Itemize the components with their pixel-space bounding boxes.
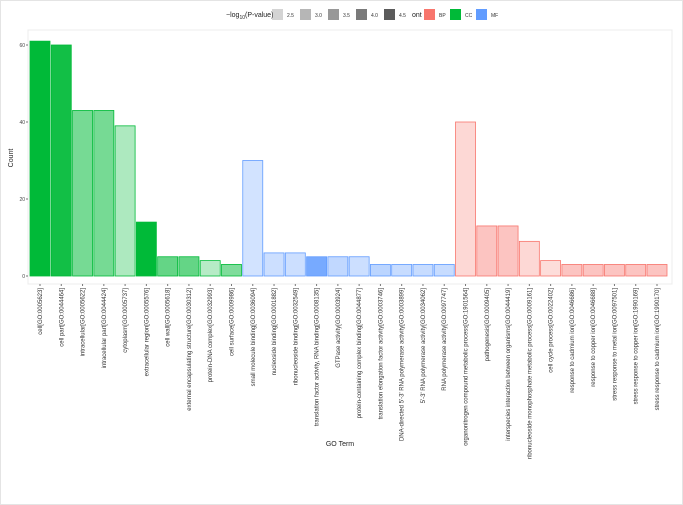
x-tick-label: cytoplasm[GO:0005737] xyxy=(123,288,129,353)
bar xyxy=(625,264,647,277)
x-tick-label: intracellular part[GO:0044424] xyxy=(102,288,108,369)
x-tick-label: GTPase activity[GO:0003924] xyxy=(336,288,342,368)
legend-color-label: BP xyxy=(439,13,446,19)
bar xyxy=(157,256,179,277)
legend-color-label: CC xyxy=(465,13,473,19)
x-tick-label: RNA polymerase activity[GO:0097747] xyxy=(442,288,448,391)
y-tick-label: 20 xyxy=(19,197,25,203)
bar xyxy=(242,160,264,277)
x-tick-label: nucleoside binding[GO:0001882] xyxy=(272,288,278,376)
bar xyxy=(178,256,200,277)
bar xyxy=(348,256,370,277)
bar xyxy=(93,110,115,277)
bar xyxy=(199,260,221,277)
bar xyxy=(306,256,327,277)
legend-alpha-key xyxy=(328,9,339,20)
bar xyxy=(370,264,391,277)
bars xyxy=(29,40,668,277)
x-tick-label: pathogenesis[GO:0009405] xyxy=(485,288,491,362)
x-tick-label: organonitrogen compound metabolic proces… xyxy=(464,288,470,446)
x-tick-label: stress response to copper ion[GO:1990169… xyxy=(634,288,640,405)
x-tick-label: response to copper ion[GO:0046688] xyxy=(591,288,597,387)
bar xyxy=(135,221,157,277)
x-tick-label: cell part[GO:0044464] xyxy=(59,288,65,347)
x-tick-label: translation elongation factor activity[G… xyxy=(378,288,384,420)
legend-color-label: MF xyxy=(491,13,498,19)
legend-alpha-key xyxy=(300,9,311,20)
x-tick-label: cell[GO:0005623] xyxy=(38,288,44,335)
legend-alpha-label: 4.5 xyxy=(399,13,406,19)
bar xyxy=(604,264,625,277)
bar xyxy=(263,252,285,277)
bar xyxy=(114,125,136,277)
bar xyxy=(497,225,519,277)
x-tick-label: cell surface[GO:0009986] xyxy=(229,288,235,356)
bar xyxy=(433,264,455,277)
y-tick-label: 60 xyxy=(19,43,25,49)
panel-border xyxy=(27,29,673,285)
x-tick-label: external encapsulating structure[GO:0030… xyxy=(187,288,193,411)
x-tick-label: 5'-3' RNA polymerase activity[GO:0034062… xyxy=(421,288,427,404)
legend-color-key-mf xyxy=(476,9,487,20)
x-axis-title: GO Term xyxy=(326,441,354,448)
legend-alpha-title: −log10(P-value) xyxy=(226,12,273,21)
x-tick-label: translation factor activity, RNA binding… xyxy=(315,288,321,427)
legend-color-title: ont xyxy=(412,12,422,19)
legend-alpha-label: 2.5 xyxy=(287,13,294,19)
bar xyxy=(540,260,562,277)
legend-alpha-label: 3.0 xyxy=(315,13,322,19)
legend-color-key-cc xyxy=(450,9,461,20)
x-axis-labels: cell[GO:0005623] cell part[GO:0044464] int… xyxy=(38,284,661,459)
bar xyxy=(29,40,51,277)
bar xyxy=(72,110,93,277)
x-tick-label: extracellular region[GO:0005576] xyxy=(144,288,150,377)
legend: −log10(P-value) 2.5 3.0 3.5 4.0 4.5 ont BP CC… xyxy=(226,9,498,21)
bar xyxy=(582,264,604,277)
y-tick-label: 40 xyxy=(19,120,25,126)
bar xyxy=(518,240,540,277)
bar xyxy=(561,264,583,277)
legend-color-key-bp xyxy=(424,9,435,20)
x-tick-label: ribonucleoside binding[GO:0032549] xyxy=(293,288,299,386)
x-tick-label: protein-DNA complex[GO:0032993] xyxy=(208,288,214,383)
bar xyxy=(646,264,668,277)
x-tick-label: cell wall[GO:0005618] xyxy=(166,288,172,347)
x-tick-label: interspecies interaction between organis… xyxy=(506,288,512,441)
legend-alpha-key xyxy=(384,9,395,20)
legend-alpha-label: 3.5 xyxy=(343,13,350,19)
x-tick-label: small molecule binding[GO:0036094] xyxy=(251,288,257,387)
y-axis: 0 20 40 60 xyxy=(19,43,28,280)
legend-alpha-key xyxy=(272,9,283,20)
x-tick-label: DNA-directed 5'-3' RNA polymerase activi… xyxy=(400,288,406,441)
x-tick-label: ribonucleoside monophosphate metabolic p… xyxy=(527,288,533,459)
legend-alpha-key xyxy=(356,9,367,20)
x-tick-label: protein-containing complex binding[GO:00… xyxy=(357,288,363,419)
bar xyxy=(476,225,498,277)
bar xyxy=(50,44,72,277)
x-tick-label: response to cadmium ion[GO:0046686] xyxy=(570,288,576,393)
x-tick-label: stress response to metal ion[GO:0097501] xyxy=(612,288,618,401)
x-tick-label: stress response to cadmium ion[GO:199017… xyxy=(655,288,661,411)
x-tick-label: intracellular[GO:0005622] xyxy=(81,288,87,357)
bar xyxy=(412,264,434,277)
y-axis-title: Count xyxy=(8,149,15,168)
bar xyxy=(284,252,306,277)
legend-alpha-label: 4.0 xyxy=(371,13,378,19)
bar xyxy=(455,121,476,277)
x-tick-label: cell cycle process[GO:0022402] xyxy=(549,288,555,373)
bar xyxy=(391,264,413,277)
bar xyxy=(221,264,242,277)
y-tick-label: 0 xyxy=(22,274,25,280)
bar xyxy=(327,256,349,277)
